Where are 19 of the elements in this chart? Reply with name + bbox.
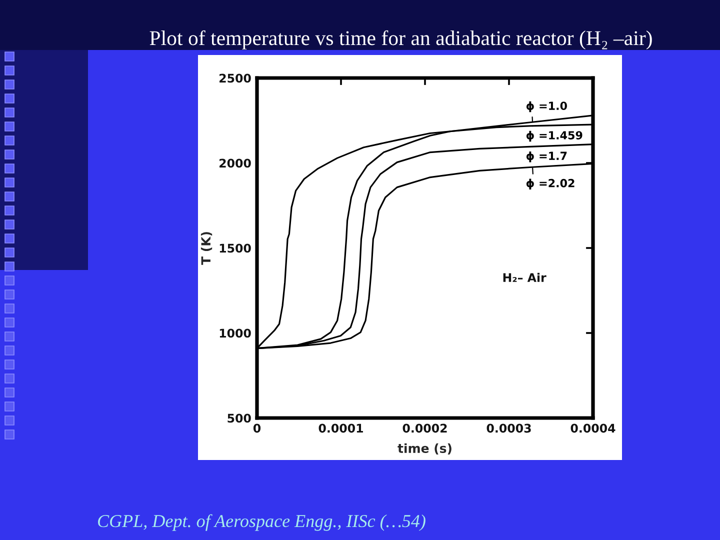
y-tick-label: 2000: [220, 158, 251, 168]
x-tick-label: 0.0003: [486, 424, 531, 433]
x-tick-label: 0.0004: [570, 424, 616, 433]
y-tick-label: 500: [228, 414, 251, 423]
chart-title: Plot of temperature vs time for an adiabatic reactor (H₂ –air): [150, 30, 652, 50]
y-tick-label: 2500: [220, 74, 251, 83]
x-tick-label: 0.0002: [402, 424, 447, 433]
x-tick-label: 0: [253, 424, 261, 433]
legend-label: ϕ =2.02: [526, 178, 574, 190]
legend-label: ϕ =1.459: [526, 130, 582, 142]
annotation: H₂– Air: [503, 272, 546, 282]
y-tick-label: 1500: [220, 244, 251, 253]
x-tick-label: 0.0001: [318, 424, 363, 433]
x-axis-title: time (s): [398, 443, 452, 454]
text: CGPL, Dept. of Aerospace Engg., IISc (…54): [98, 514, 426, 531]
series-label: ϕ =1.0: [526, 101, 567, 112]
y-axis-title: T (K): [200, 232, 212, 265]
legend-label: ϕ =1.7: [526, 151, 567, 162]
y-tick-label: 1000: [220, 328, 251, 338]
